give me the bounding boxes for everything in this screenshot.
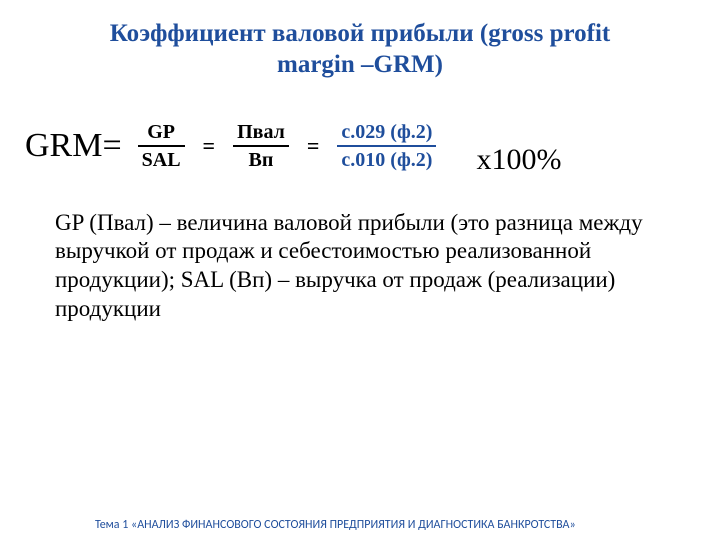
fraction-bar: [233, 145, 289, 147]
equals-sign: =: [307, 133, 320, 159]
fraction-numerator: Пвал: [233, 121, 289, 143]
formula-row: GRM= GP SAL = Пвал Вп = с.029 (ф.2) с.01…: [0, 121, 720, 171]
formula-multiplier: х100%: [476, 143, 561, 177]
footer-topic: Тема 1 «АНАЛИЗ ФИНАНСОВОГО СОСТОЯНИЯ ПРЕ…: [95, 518, 585, 532]
fraction-gp-sal: GP SAL: [138, 121, 185, 171]
fraction-denominator: Вп: [245, 149, 278, 171]
equals-sign: =: [203, 133, 216, 159]
fraction-numerator: с.029 (ф.2): [337, 121, 436, 143]
formula-lhs: GRM=: [25, 127, 122, 165]
fraction-denominator: с.010 (ф.2): [337, 149, 436, 171]
fraction-numerator: GP: [143, 121, 179, 143]
slide-title: Коэффициент валовой прибыли (gross profi…: [80, 18, 640, 81]
fraction-pval-vp: Пвал Вп: [233, 121, 289, 171]
fraction-bar: [337, 145, 436, 147]
definitions-paragraph: GP (Пвал) – величина валовой прибыли (эт…: [55, 209, 660, 324]
fraction-denominator: SAL: [138, 149, 185, 171]
fraction-bar: [138, 145, 185, 147]
fraction-lines: с.029 (ф.2) с.010 (ф.2): [337, 121, 436, 171]
